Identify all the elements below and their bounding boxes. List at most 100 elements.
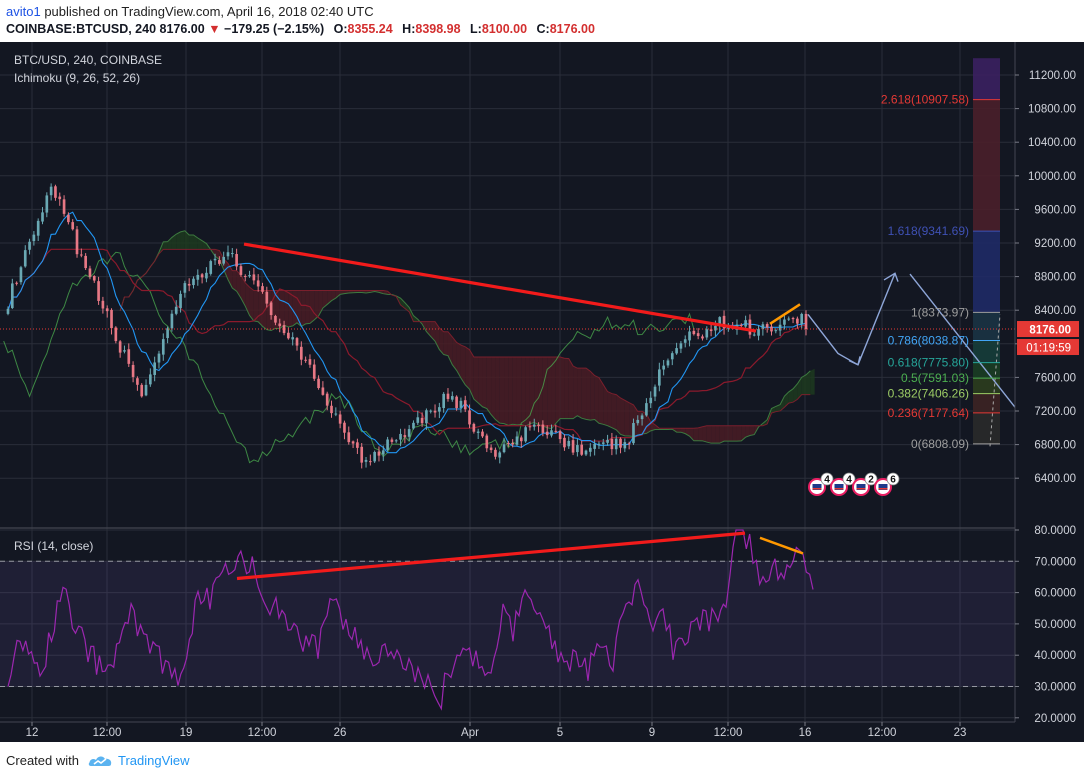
candle-body — [6, 308, 10, 314]
chart-area[interactable]: 2.618(10907.58) 1.618(9341.69) 1(8373.97) 0… — [0, 42, 1084, 742]
candle-body — [627, 443, 631, 445]
ichimoku-legend: Ichimoku (9, 26, 52, 26) — [14, 71, 140, 85]
cloud-segment — [616, 394, 621, 435]
cloud-segment — [314, 290, 319, 320]
cloud-segment — [504, 357, 509, 426]
cloud-segment — [624, 400, 630, 436]
candle-body — [610, 438, 614, 450]
candle-body — [791, 318, 795, 320]
last-price-tag — [1017, 321, 1079, 338]
cloud-segment — [400, 298, 405, 309]
candle-body — [79, 254, 83, 256]
candle-body — [399, 433, 402, 440]
candle-body — [787, 318, 791, 320]
candle-body — [739, 324, 743, 326]
candle-body — [312, 364, 316, 379]
cloud-segment — [491, 357, 496, 420]
candle-body — [15, 282, 18, 284]
candle-body — [429, 410, 433, 412]
cloud-segment — [702, 425, 707, 443]
candle-body — [10, 283, 14, 309]
candle-body — [606, 439, 609, 443]
fib-zone — [973, 58, 1000, 100]
candle-body — [19, 267, 23, 283]
cloud-segment — [473, 357, 479, 403]
candle-body — [282, 325, 286, 334]
time-tick-label: 12 — [26, 727, 39, 739]
candle-body — [88, 268, 92, 277]
candle-body — [187, 283, 191, 286]
fib-trend-line — [989, 314, 1001, 447]
candle-body — [149, 374, 152, 385]
candle-body — [545, 431, 549, 436]
candle-body — [161, 339, 165, 355]
low-label: L: — [470, 22, 482, 36]
candle-body — [675, 348, 678, 354]
candle-body — [321, 387, 325, 395]
candle-body — [317, 378, 320, 389]
open-label: O: — [333, 22, 348, 36]
candle-body — [351, 441, 355, 444]
cloud-segment — [749, 425, 755, 436]
candle-body — [507, 443, 510, 445]
candle-body — [269, 302, 273, 316]
time-tick-label: 23 — [954, 727, 967, 739]
cloud-segment — [482, 357, 487, 409]
candle-body — [714, 325, 717, 331]
time-tick-label: 12:00 — [93, 727, 122, 739]
cloud-segment — [736, 425, 742, 442]
fib-zone — [973, 99, 1000, 232]
candle-body — [179, 293, 182, 308]
candle-body — [498, 452, 502, 458]
cloud-segment — [327, 290, 332, 305]
footer: Created with TradingView — [0, 742, 1084, 778]
candle-body — [140, 384, 144, 397]
candle-body — [709, 329, 713, 332]
candle-body — [213, 258, 217, 261]
price-tick-label: 11200.00 — [1029, 70, 1076, 82]
candle-body — [407, 429, 411, 437]
candle-body — [459, 400, 463, 408]
arrow-head — [883, 272, 899, 282]
cloud-segment — [810, 368, 815, 395]
rsi-tick-label: 30.0000 — [1034, 682, 1076, 694]
candle-body — [265, 291, 269, 304]
fib-label: 1.618(9341.69) — [888, 224, 969, 238]
candle-body — [36, 220, 40, 236]
senkou-span-b — [119, 248, 811, 429]
candle-body — [41, 212, 44, 222]
cloud-segment — [598, 377, 604, 425]
cloud-segment — [788, 388, 794, 404]
tradingview-link[interactable]: TradingView — [118, 753, 190, 768]
candle-body — [778, 324, 782, 331]
candle-body — [131, 364, 135, 377]
cloud-segment — [547, 357, 552, 429]
countdown-tag — [1017, 339, 1079, 356]
price-tick-label: 10000.00 — [1028, 171, 1076, 183]
cloud-segment — [180, 230, 185, 250]
candle-body — [105, 308, 109, 312]
candle-body — [528, 426, 532, 428]
created-with-label: Created with — [6, 753, 79, 768]
candle-body — [588, 447, 592, 452]
fib-zone — [973, 393, 1000, 413]
cloud-segment — [594, 375, 599, 424]
candle-body — [235, 254, 238, 267]
legends: BTC/USD, 240, COINBASE Ichimoku (9, 26, 5… — [14, 53, 162, 553]
candle-body — [334, 413, 338, 415]
rsi-band — [0, 561, 1015, 687]
candle-body — [515, 436, 519, 445]
candle-body — [537, 424, 540, 426]
candle-body — [287, 332, 290, 339]
chart-svg[interactable]: 2.618(10907.58) 1.618(9341.69) 1(8373.97) 0… — [0, 42, 1084, 742]
cloud-segment — [793, 383, 798, 403]
candle-body — [563, 437, 566, 448]
event-count: 2 — [868, 475, 874, 486]
open-value: 8355.24 — [347, 22, 393, 36]
candle-body — [291, 337, 295, 340]
cloud-segment — [189, 234, 194, 250]
candle-body — [174, 306, 178, 314]
author-link[interactable]: avito1 — [6, 4, 41, 19]
fib-label: 0(6808.09) — [911, 437, 969, 451]
time-tick-label: 19 — [180, 727, 193, 739]
